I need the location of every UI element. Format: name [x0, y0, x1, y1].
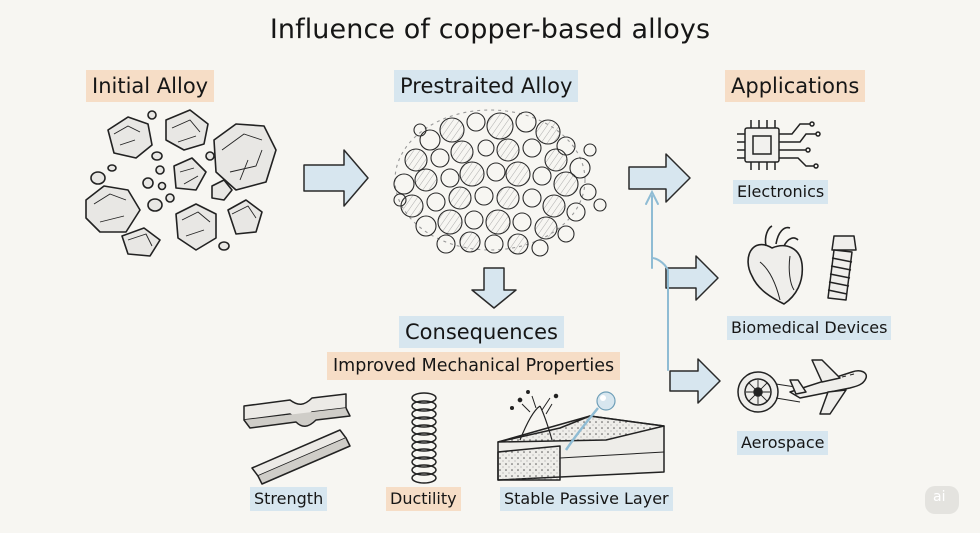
arrow-to-electronics-icon [628, 153, 691, 203]
consequences-heading: Consequences [399, 316, 564, 348]
arrow-to-aerospace-icon [669, 358, 721, 404]
improved-properties-subheading: Improved Mechanical Properties [327, 352, 621, 380]
aerospace-label: Aerospace [737, 431, 829, 455]
strength-specimen-icon [243, 393, 351, 485]
logo-text: ai [933, 489, 946, 505]
passive-layer-icon [497, 390, 665, 481]
passive-layer-label: Stable Passive Layer [500, 487, 673, 511]
implant-icon [827, 235, 857, 301]
jet-engine-icon [737, 371, 803, 413]
chip-icon [737, 120, 821, 170]
applications-heading: Applications [725, 70, 866, 102]
prestrained-alloy-heading: Prestraited Alloy [394, 70, 579, 102]
diagram-title: Influence of copper-based alloys [269, 14, 711, 45]
ductility-label: Ductility [386, 487, 461, 511]
connector-lines [645, 189, 669, 371]
arrow-initial-to-prestrained-icon [303, 149, 369, 207]
spring-icon [411, 392, 437, 484]
strength-label: Strength [250, 487, 328, 511]
heart-icon [747, 225, 804, 305]
arrow-down-to-consequences-icon [471, 267, 517, 309]
initial-alloy-heading: Initial Alloy [86, 70, 215, 102]
electronics-label: Electronics [733, 180, 829, 204]
airplane-icon [789, 359, 868, 415]
initial-alloy-grains-icon [85, 109, 277, 257]
prestrained-alloy-icon [393, 109, 607, 257]
watermark-logo: ai [925, 486, 959, 514]
biomedical-label: Biomedical Devices [727, 316, 892, 340]
arrow-to-biomedical-icon [665, 255, 719, 301]
